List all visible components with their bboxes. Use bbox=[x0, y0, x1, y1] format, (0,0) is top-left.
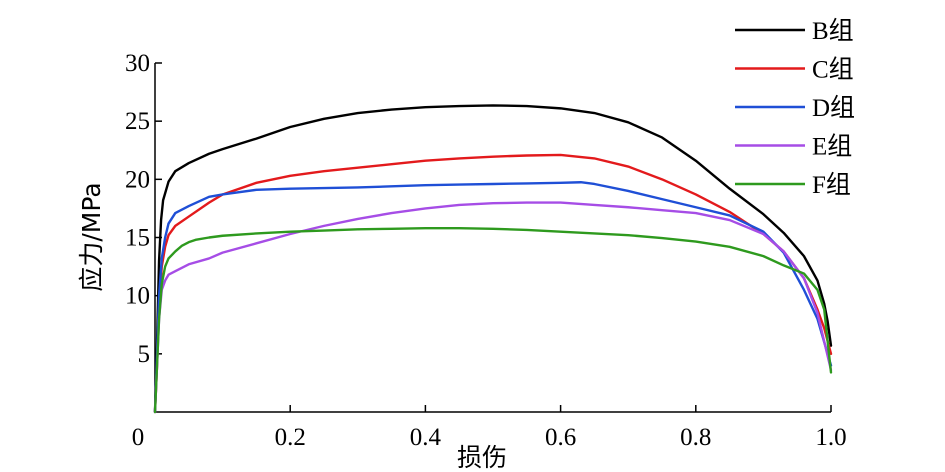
legend-label: E组 bbox=[812, 133, 852, 161]
y-tick-label: 10 bbox=[125, 283, 150, 310]
series-line bbox=[153, 153, 833, 414]
legend-label: C组 bbox=[812, 56, 854, 84]
y-tick-label: 5 bbox=[138, 341, 151, 368]
axes bbox=[154, 63, 831, 413]
y-tick-label: 30 bbox=[125, 50, 150, 77]
legend-label: D组 bbox=[812, 94, 855, 122]
y-tick-label: 15 bbox=[125, 225, 150, 252]
series-line bbox=[153, 226, 833, 414]
x-tick-label: 0 bbox=[132, 424, 145, 451]
x-tick-label: 0.6 bbox=[545, 424, 576, 451]
x-axis-label: 损伤 bbox=[457, 443, 507, 472]
x-tick-label: 0.2 bbox=[275, 424, 306, 451]
series-line bbox=[153, 181, 833, 414]
x-tick-label: 0.8 bbox=[680, 424, 711, 451]
series-lines bbox=[153, 104, 833, 414]
x-tick-label: 1.0 bbox=[815, 424, 846, 451]
legend: B组 C组 D组 E组 F组 bbox=[735, 17, 855, 199]
series-line bbox=[153, 201, 833, 414]
legend-label: F组 bbox=[812, 171, 851, 199]
y-tick-label: 20 bbox=[125, 166, 150, 193]
y-axis-label: 应力/MPa bbox=[77, 182, 106, 291]
x-tick-label: 0.4 bbox=[410, 424, 442, 451]
legend-label: B组 bbox=[812, 17, 854, 45]
y-tick-label: 25 bbox=[125, 108, 150, 135]
series-line bbox=[153, 104, 833, 414]
ticks: 5 10 15 20 25 30 0 0.2 0.4 0.6 0.8 1.0 bbox=[125, 50, 847, 451]
